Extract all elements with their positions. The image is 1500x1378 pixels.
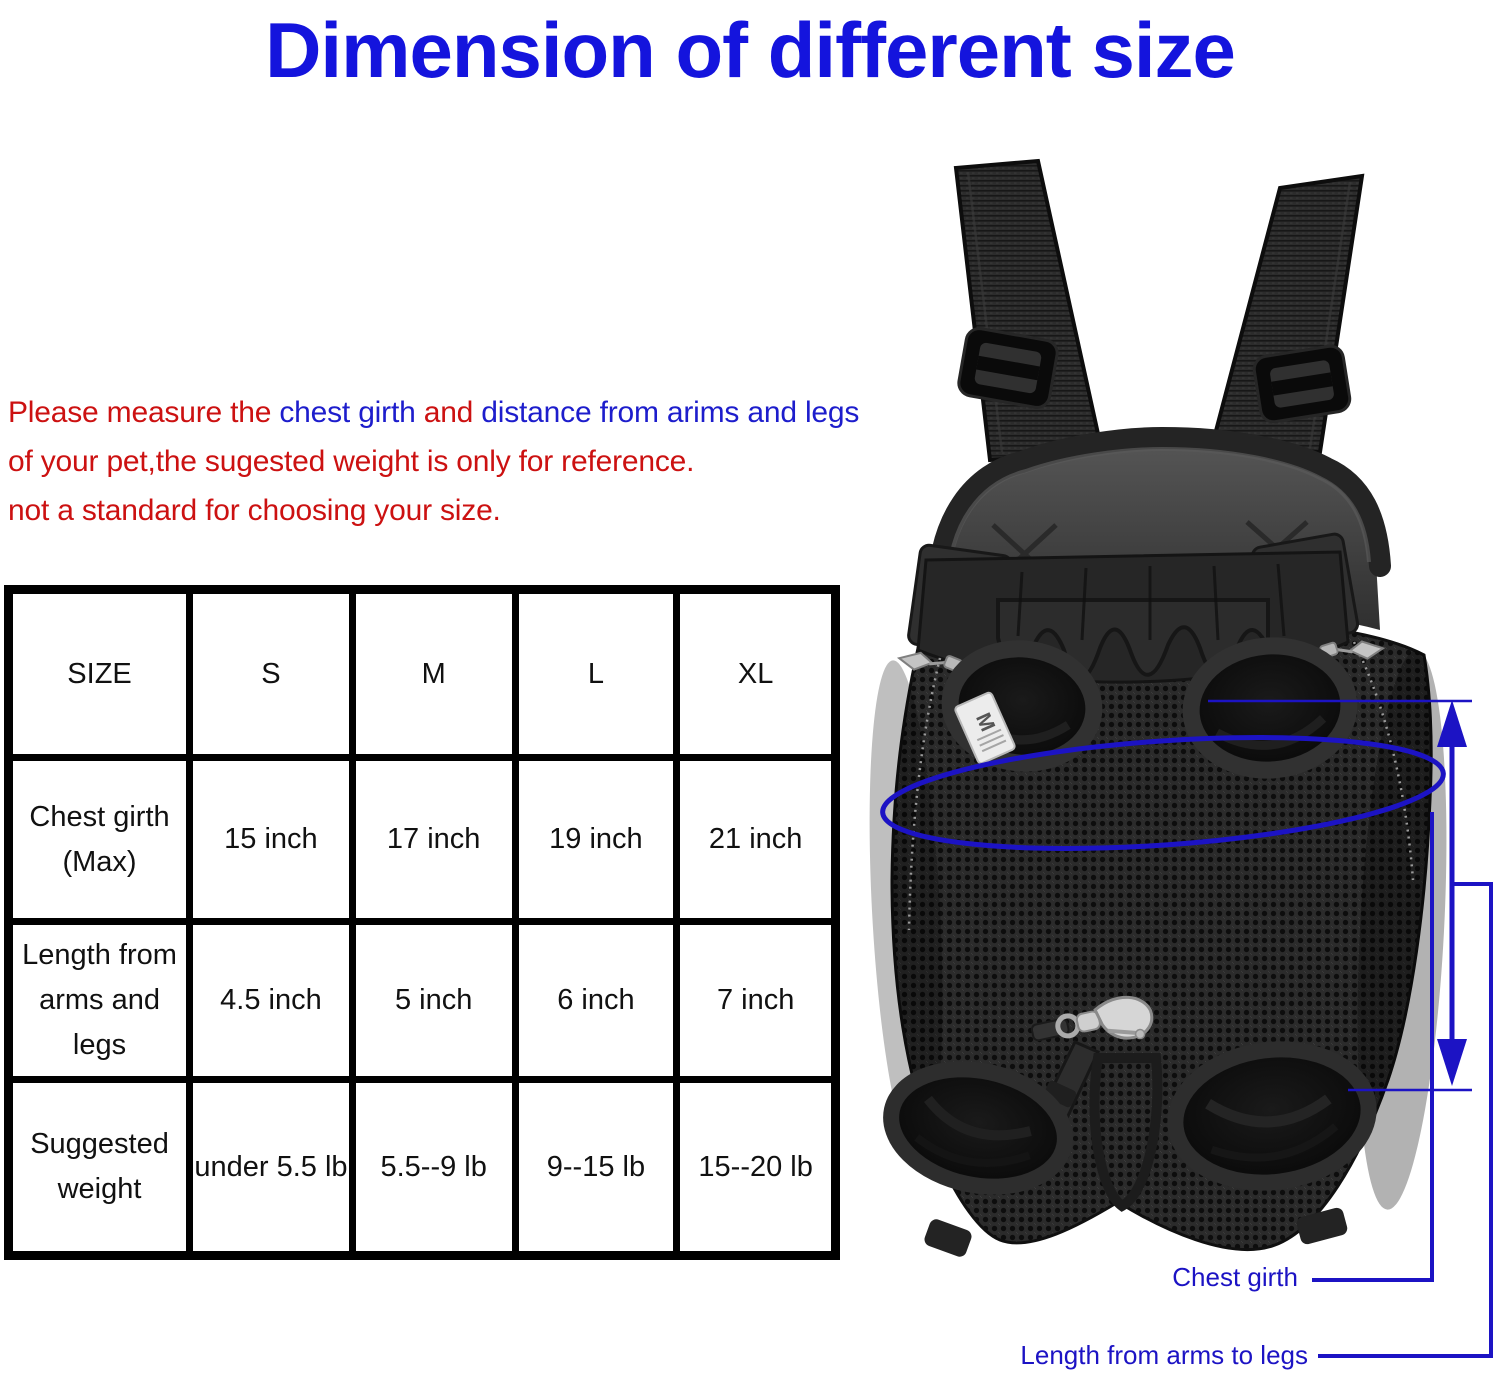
measure-note-line2: of your pet,the sugested weight is only …: [8, 445, 695, 478]
leg-opening-right: [1167, 1041, 1377, 1191]
size-tag: M: [954, 691, 1016, 765]
length-connector-line: [1318, 882, 1493, 1358]
zipper-pull-right-icon: [1319, 640, 1386, 660]
arrow-down-icon: [1437, 1039, 1467, 1086]
cell-length-l: 6 inch: [511, 918, 681, 1083]
row-label-length: Length from arms and legs: [4, 918, 194, 1083]
table-row: Length from arms and legs 4.5 inch 5 inc…: [4, 918, 839, 1083]
row-label-line: (Max): [62, 845, 137, 878]
row-label-line: weight: [57, 1173, 142, 1205]
strap-buckle-left-icon: [957, 327, 1059, 409]
measure-note: Please measure the chest girth and dista…: [8, 388, 928, 535]
note-seg-3: and: [423, 396, 482, 429]
table-row: Suggested weight under 5.5 lb 5.5--9 lb …: [4, 1076, 839, 1259]
col-header-l: L: [511, 586, 681, 761]
cell-length-m: 5 inch: [348, 918, 519, 1083]
strap-buckle-right-icon: [1252, 344, 1352, 424]
chest-girth-ellipse: [880, 735, 1446, 851]
cell-weight-m: 5.5--9 lb: [348, 1076, 519, 1259]
arrow-up-icon: [1437, 700, 1467, 747]
row-label-line: Chest girth: [29, 800, 170, 833]
length-from-arms-to-legs-label: Length from arms to legs: [1020, 1340, 1308, 1370]
page-title: Dimension of different size: [265, 6, 1236, 94]
cell-chest-l: 19 inch: [511, 754, 681, 925]
cell-length-xl: 7 inch: [673, 918, 839, 1083]
bottom-tab-left: [924, 1219, 972, 1257]
col-header-xl: XL: [673, 586, 839, 761]
cell-weight-xl: 15--20 lb: [673, 1076, 839, 1259]
table-row: Chest girth (Max) 15 inch 17 inch 19 inc…: [4, 754, 839, 925]
col-header-size: SIZE: [4, 586, 194, 761]
row-label-chest-girth: Chest girth (Max): [4, 754, 194, 925]
crotch-mesh-strip: [1089, 1053, 1163, 1212]
cell-weight-s: under 5.5 lb: [186, 1076, 356, 1259]
row-label-line: arms and legs: [39, 984, 160, 1061]
bottom-tab-right: [1296, 1207, 1348, 1245]
cell-chest-m: 17 inch: [348, 754, 519, 925]
col-header-m: M: [348, 586, 519, 761]
note-seg-1: Please measure the: [8, 396, 280, 429]
measure-note-line1: Please measure the chest girth and dista…: [8, 388, 928, 437]
cell-weight-l: 9--15 lb: [511, 1076, 681, 1259]
arm-hole-right: [1182, 637, 1358, 779]
strap-left: [953, 158, 1105, 463]
note-seg-2: chest girth: [279, 396, 424, 429]
row-label-weight: Suggested weight: [4, 1076, 194, 1259]
measure-note-line3: not a standard for choosing your size.: [8, 494, 501, 527]
leash-clasp-icon: [1030, 995, 1154, 1042]
measurement-annotations: [880, 699, 1493, 1358]
note-seg-4: distance from arims and legs: [481, 396, 860, 429]
chest-girth-label: Chest girth: [1172, 1262, 1298, 1292]
leg-opening-left: [883, 1061, 1073, 1195]
row-label-line: Suggested: [30, 1128, 169, 1161]
cell-chest-xl: 21 inch: [673, 754, 839, 925]
row-label-line: Length from: [22, 939, 177, 972]
chest-girth-connector-line: [1312, 812, 1434, 1282]
col-header-s: S: [186, 586, 356, 761]
cell-length-s: 4.5 inch: [186, 918, 356, 1083]
table-header-row: SIZE S M L XL: [4, 586, 839, 761]
cell-chest-s: 15 inch: [186, 754, 356, 925]
size-chart-table: SIZE S M L XL Chest girth (Max) 15 inch …: [4, 585, 840, 1260]
